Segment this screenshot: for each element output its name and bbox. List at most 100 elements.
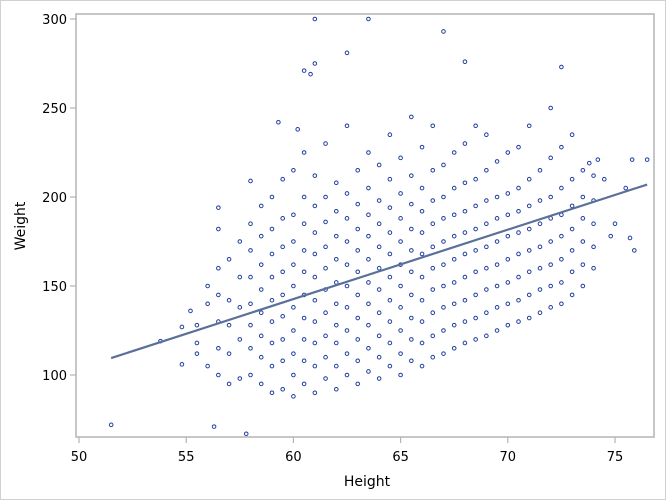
data-point — [516, 251, 521, 257]
data-point — [237, 239, 243, 244]
data-point — [591, 173, 596, 178]
data-point — [387, 319, 393, 324]
data-point — [344, 191, 350, 196]
data-point — [291, 212, 296, 218]
data-point — [484, 244, 489, 250]
data-point — [462, 297, 468, 303]
data-point — [516, 274, 521, 280]
data-point — [430, 265, 436, 271]
data-point — [216, 372, 221, 378]
data-point — [216, 265, 221, 271]
data-point — [526, 315, 532, 321]
data-point — [312, 363, 318, 369]
data-point — [333, 257, 339, 262]
data-point — [419, 144, 425, 150]
data-point — [323, 310, 328, 316]
data-point — [537, 310, 543, 316]
data-point — [548, 262, 553, 267]
data-point — [451, 346, 457, 351]
data-point — [494, 305, 500, 310]
data-point — [559, 280, 564, 285]
data-point — [631, 248, 637, 253]
data-point — [312, 16, 318, 22]
data-point — [344, 283, 350, 289]
data-point — [473, 292, 478, 298]
data-point — [205, 301, 210, 307]
y-tick-label: 150 — [42, 280, 67, 295]
data-point — [430, 168, 436, 173]
data-point — [441, 194, 446, 200]
data-point — [462, 274, 468, 280]
data-point — [548, 194, 553, 200]
data-point — [355, 168, 361, 173]
data-point — [226, 257, 232, 262]
data-point — [419, 185, 425, 191]
data-point — [376, 287, 382, 292]
data-point — [462, 340, 468, 346]
data-point — [355, 315, 361, 321]
data-point — [344, 123, 350, 129]
data-point — [484, 132, 489, 137]
data-point — [569, 132, 575, 137]
data-point — [258, 333, 264, 339]
data-point — [344, 50, 350, 56]
x-tick-label: 50 — [71, 450, 88, 465]
y-tick-label: 300 — [42, 13, 67, 28]
data-point — [312, 319, 318, 324]
data-point — [537, 221, 543, 226]
data-point — [409, 173, 414, 178]
data-point — [269, 340, 275, 346]
data-point — [333, 386, 339, 392]
plot-border — [75, 13, 655, 438]
data-point — [580, 262, 586, 267]
data-point — [526, 269, 532, 275]
data-point — [505, 257, 511, 262]
plot-frame — [75, 13, 655, 438]
data-point — [280, 337, 285, 342]
data-point — [291, 262, 296, 267]
data-point — [344, 351, 350, 356]
data-point — [398, 155, 403, 161]
data-point — [312, 274, 318, 280]
x-tick-label: 65 — [392, 450, 409, 465]
data-point — [248, 322, 253, 328]
regression-line — [110, 183, 648, 360]
data-point — [419, 297, 425, 303]
data-point — [366, 301, 371, 307]
data-point — [409, 337, 414, 342]
x-tick-label: 70 — [500, 450, 517, 465]
data-point — [516, 185, 521, 191]
data-point — [258, 310, 264, 316]
data-point — [258, 287, 264, 292]
data-point — [441, 162, 446, 168]
data-point — [323, 141, 328, 146]
data-point — [569, 203, 575, 209]
data-point — [462, 59, 468, 65]
data-point — [451, 150, 457, 155]
data-point — [430, 221, 436, 226]
data-point — [205, 283, 210, 289]
data-point — [586, 160, 592, 166]
data-point — [248, 221, 253, 226]
data-point — [308, 71, 313, 77]
data-point — [473, 203, 478, 209]
data-point — [258, 381, 264, 387]
data-point — [387, 176, 393, 182]
x-tick-label: 55 — [178, 450, 195, 465]
data-point — [366, 322, 371, 328]
data-point — [430, 333, 436, 339]
data-point — [301, 337, 307, 342]
data-point — [376, 376, 382, 381]
data-point — [548, 239, 553, 244]
data-point — [355, 226, 361, 232]
data-point — [473, 315, 478, 321]
data-point — [301, 150, 307, 155]
data-point — [269, 390, 275, 396]
data-point — [595, 157, 601, 162]
data-point — [441, 305, 446, 310]
data-point — [280, 176, 285, 182]
data-point — [387, 230, 393, 235]
data-point — [301, 381, 307, 387]
data-point — [333, 180, 339, 186]
